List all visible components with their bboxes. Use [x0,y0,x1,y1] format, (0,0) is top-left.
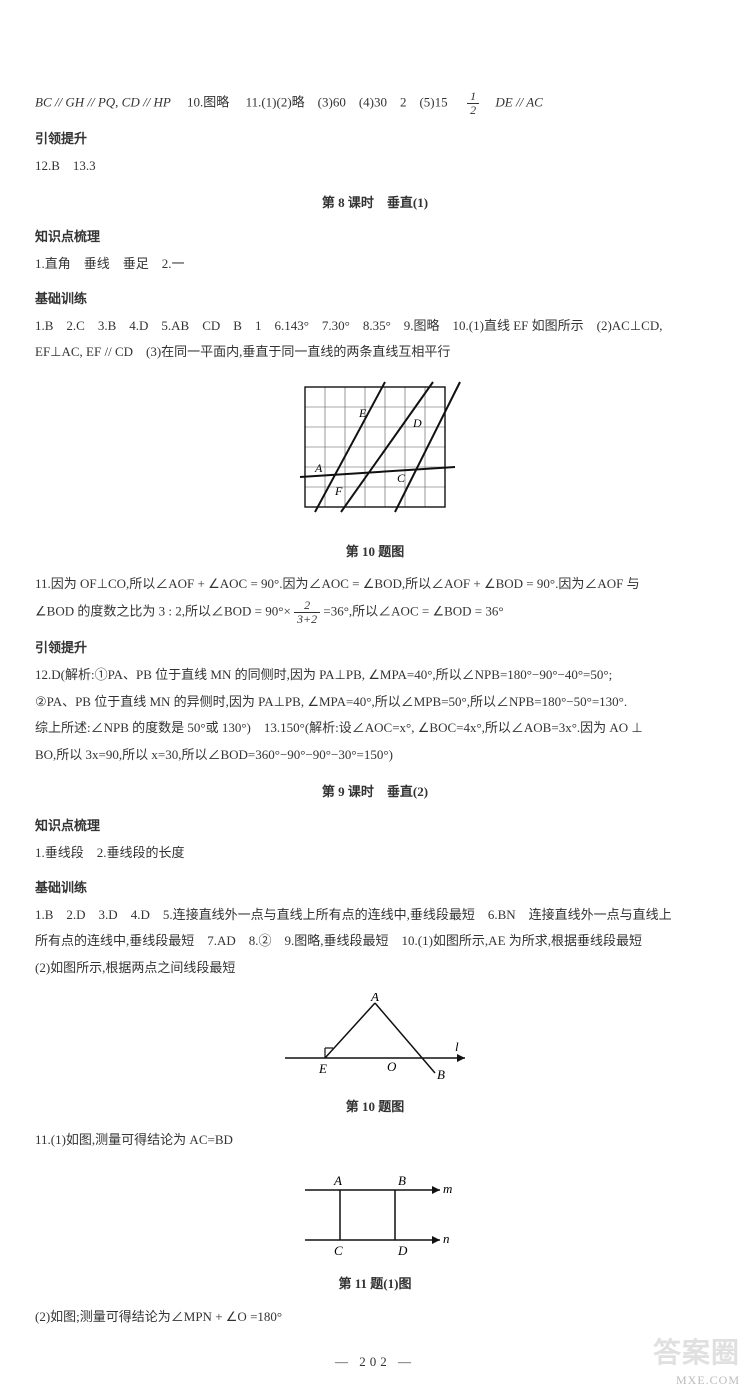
label-A: A [333,1173,342,1188]
q11-line-1: 11.因为 OF⊥CO,所以∠AOF + ∠AOC = 90°.因为∠AOC =… [35,572,715,597]
jc-heading-8: 基础训练 [35,287,715,312]
figure-9-11-caption: 第 11 题(1)图 [35,1272,715,1297]
q11-text [233,95,246,110]
q11-post: =36°,所以∠AOC = ∠BOD = 36° [323,604,503,619]
grid [305,387,445,507]
lesson-8-title: 第 8 课时 垂直(1) [35,191,715,216]
figure-8-10: A F C E D [35,377,715,536]
arrow-l [457,1054,465,1062]
yinling-line-1: 12.B 13.3 [35,154,715,179]
label-D: D [412,416,422,430]
q11-2-line: (2)如图;测量可得结论为∠MPN + ∠O =180° [35,1305,715,1330]
frac-den: 2 [467,104,479,117]
figure-8-10-svg: A F C E D [285,377,465,527]
figure-8-10-caption: 第 10 题图 [35,540,715,565]
arrow-m [432,1186,440,1194]
q11-frac-num: 2 [294,599,320,613]
jc-line-9-2: 所有点的连线中,垂线段最短 7.AD 8.② 9.图略,垂线段最短 10.(1)… [35,929,715,954]
q11-frac-den: 3+2 [294,613,320,626]
q11-line-9: 11.(1)如图,测量可得结论为 AC=BD [35,1128,715,1153]
parallel-text: BC // GH // PQ, CD // HP [35,95,171,110]
yl-line-8-4: BO,所以 3x=90,所以 x=30,所以∠BOD=360°−90°−90°−… [35,743,715,768]
label-B: B [398,1173,406,1188]
top-continuation-line: BC // GH // PQ, CD // HP 10.图略 11.(1)(2)… [35,90,715,117]
jc-line-9-1: 1.B 2.D 3.D 4.D 5.连接直线外一点与直线上所有点的连线中,垂线段… [35,903,715,928]
line-EA [325,1003,375,1058]
jc-line-8-1: 1.B 2.C 3.B 4.D 5.AB CD B 1 6.143° 7.30°… [35,314,715,339]
yl-heading-8: 引领提升 [35,636,715,661]
zsd-line-9: 1.垂线段 2.垂线段的长度 [35,841,715,866]
label-A: A [314,461,323,475]
yinling-heading-1: 引领提升 [35,127,715,152]
watermark-big: 答案圈 [653,1336,740,1372]
label-E: E [358,406,367,420]
line-AB [375,1003,435,1073]
label-A: A [370,993,379,1004]
figure-9-11: A B C D m n [35,1165,715,1269]
label-F: F [334,484,343,498]
q11-pre: ∠BOD 的度数之比为 3 : 2,所以∠BOD = 90°× [35,604,294,619]
arrow-n [432,1236,440,1244]
fraction-1-2: 1 2 [467,90,479,117]
de-ac-text: DE // AC [482,95,542,110]
q10-text [174,95,187,110]
yl-line-8-3: 综上所述:∠NPB 的度数是 50°或 130°) 13.150°(解析:设∠A… [35,716,715,741]
q10-val: 10.图略 [187,95,229,110]
yl-line-8-1: 12.D(解析:①PA、PB 位于直线 MN 的同侧时,因为 PA⊥PB, ∠M… [35,663,715,688]
jc-heading-9: 基础训练 [35,876,715,901]
watermark-small: MXE.COM [653,1373,740,1389]
zsd-heading-9: 知识点梳理 [35,814,715,839]
zsd-line-8: 1.直角 垂线 垂足 2.一 [35,252,715,277]
jc-line-8-1b: EF⊥AC, EF // CD (3)在同一平面内,垂直于同一直线的两条直线互相… [35,340,715,365]
label-l: l [455,1039,459,1054]
figure-9-10: A B E O l [35,993,715,1092]
frac-num: 1 [467,90,479,104]
label-E: E [318,1061,327,1076]
figure-9-11-svg: A B C D m n [290,1165,460,1260]
spacer1 [451,95,464,110]
figure-9-10-svg: A B E O l [275,993,475,1083]
page-number: — 202 — [35,1350,715,1375]
jc-line-9-3: (2)如图所示,根据两点之间线段最短 [35,956,715,981]
label-m: m [443,1181,452,1196]
fraction-2-5: 2 3+2 [294,599,320,626]
label-n: n [443,1231,450,1246]
q11-line-2: ∠BOD 的度数之比为 3 : 2,所以∠BOD = 90°× 2 3+2 =3… [35,599,715,626]
zsd-heading-8: 知识点梳理 [35,225,715,250]
label-D: D [397,1243,408,1258]
figure-9-10-caption: 第 10 题图 [35,1095,715,1120]
yl-line-8-2: ②PA、PB 位于直线 MN 的异侧时,因为 PA⊥PB, ∠MPA=40°,所… [35,690,715,715]
q11-val: 11.(1)(2)略 (3)60 (4)30 2 (5)15 [246,95,448,110]
label-C: C [334,1243,343,1258]
label-C: C [397,471,406,485]
label-O: O [387,1059,397,1074]
watermark: 答案圈 MXE.COM [653,1336,740,1388]
lesson-9-title: 第 9 课时 垂直(2) [35,780,715,805]
